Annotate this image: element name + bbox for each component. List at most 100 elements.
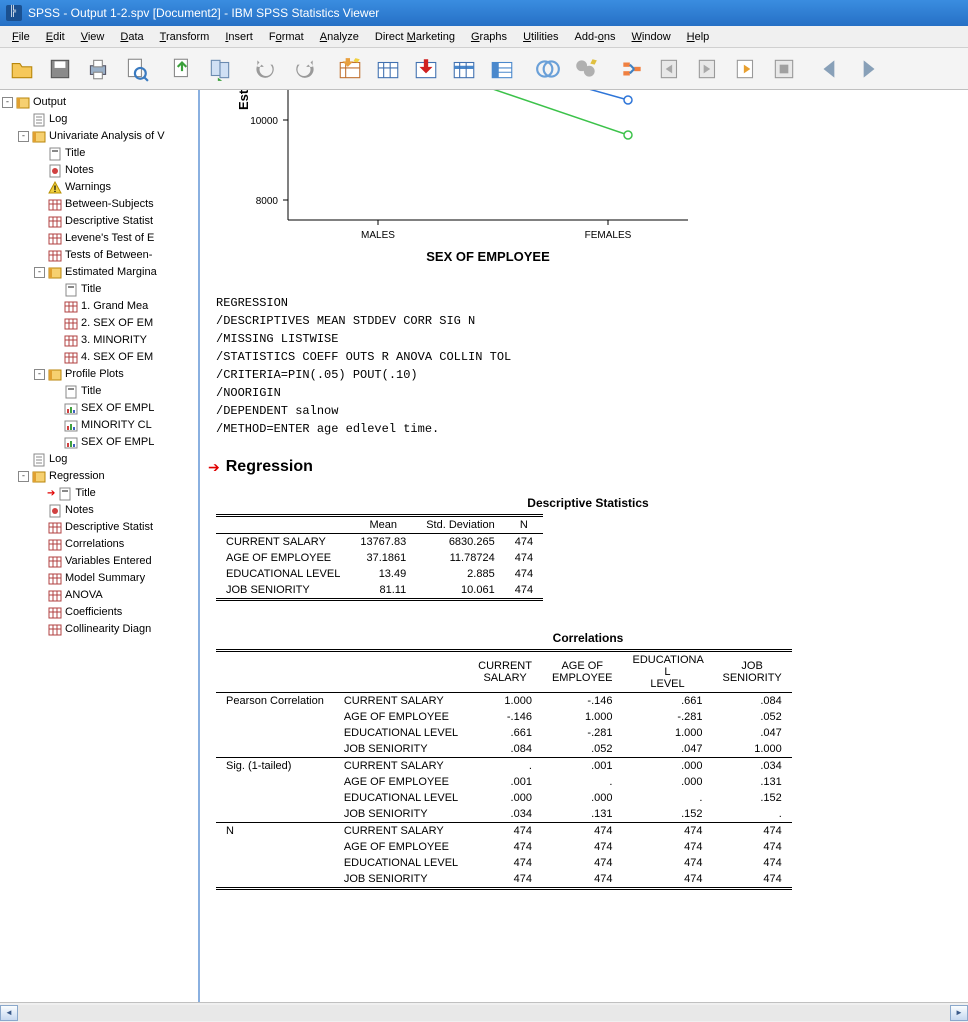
demote-button[interactable] [690, 51, 726, 87]
tree-item[interactable]: -Profile Plots [2, 366, 198, 383]
tree-item[interactable]: Log [2, 111, 198, 128]
notes-icon [48, 504, 62, 518]
syntax-line: /METHOD=ENTER age edlevel time. [216, 420, 960, 438]
tree-item[interactable]: Descriptive Statist [2, 213, 198, 230]
associate-button[interactable] [614, 51, 650, 87]
save-button[interactable] [42, 51, 78, 87]
outline-pane[interactable]: -OutputLog-Univariate Analysis of VTitle… [0, 90, 200, 1002]
run-button[interactable] [728, 51, 764, 87]
back-button[interactable] [812, 51, 848, 87]
tree-item[interactable]: Title [2, 145, 198, 162]
redo-button[interactable] [286, 51, 322, 87]
tree-item[interactable]: SEX OF EMPL [2, 434, 198, 451]
tree-item[interactable]: SEX OF EMPL [2, 400, 198, 417]
title-icon [58, 487, 72, 501]
menu-nsert[interactable]: Insert [217, 28, 261, 46]
tree-item[interactable]: Coefficients [2, 604, 198, 621]
descriptive-statistics-table[interactable]: Descriptive Statistics MeanStd. Deviatio… [216, 496, 960, 601]
menu-ransform[interactable]: Transform [152, 28, 218, 46]
print-button[interactable] [80, 51, 116, 87]
menu-nalyze[interactable]: Analyze [312, 28, 367, 46]
tree-item[interactable]: !Warnings [2, 179, 198, 196]
table-icon [64, 334, 78, 348]
tree-item[interactable]: -Univariate Analysis of V [2, 128, 198, 145]
table-icon [48, 198, 62, 212]
tree-item-label: Log [49, 451, 67, 468]
tree-item-label: Collinearity Diagn [65, 621, 151, 638]
menu-ata[interactable]: Data [112, 28, 151, 46]
recall-dialog-button[interactable] [202, 51, 238, 87]
stop-button[interactable] [766, 51, 802, 87]
tree-expander-icon[interactable]: - [2, 97, 13, 108]
tree-item-label: Title [65, 145, 85, 162]
table-icon [64, 300, 78, 314]
profile-plot-chart[interactable]: Est 100008000 MALES FEMALES SEX OF EMPLO… [228, 90, 748, 264]
menu-add[interactable]: Add-ons [567, 28, 624, 46]
forward-button[interactable] [850, 51, 886, 87]
table-icon [48, 215, 62, 229]
tree-item[interactable]: 2. SEX OF EM [2, 315, 198, 332]
tree-item[interactable]: Between-Subjects [2, 196, 198, 213]
select-cases-button[interactable] [408, 51, 444, 87]
tree-item[interactable]: ANOVA [2, 587, 198, 604]
tree-item[interactable]: Log [2, 451, 198, 468]
tree-item[interactable]: Model Summary [2, 570, 198, 587]
tree-item[interactable]: 1. Grand Mea [2, 298, 198, 315]
scroll-right-button[interactable]: ► [950, 1005, 968, 1021]
tree-item-label: Descriptive Statist [65, 519, 153, 536]
correlations-table[interactable]: Correlations CURRENTSALARYAGE OFEMPLOYEE… [216, 631, 960, 890]
tree-item[interactable]: MINORITY CL [2, 417, 198, 434]
warn-icon: ! [48, 181, 62, 195]
insert-cases-button[interactable] [446, 51, 482, 87]
tree-expander-icon[interactable]: - [34, 267, 45, 278]
tree-item[interactable]: -Regression [2, 468, 198, 485]
tree-item[interactable]: Descriptive Statist [2, 519, 198, 536]
export-button[interactable] [164, 51, 200, 87]
menu-f[interactable]: Format [261, 28, 312, 46]
tree-item[interactable]: Correlations [2, 536, 198, 553]
tree-item[interactable]: Notes [2, 502, 198, 519]
tree-item[interactable]: Collinearity Diagn [2, 621, 198, 638]
tree-item[interactable]: Title [2, 281, 198, 298]
tree-expander-icon[interactable]: - [18, 131, 29, 142]
undo-button[interactable] [248, 51, 284, 87]
promote-button[interactable] [652, 51, 688, 87]
tree-item[interactable]: Title [2, 383, 198, 400]
go-to-data-button[interactable] [332, 51, 368, 87]
tree-item[interactable]: Notes [2, 162, 198, 179]
menu-dit[interactable]: Edit [38, 28, 73, 46]
open-button[interactable] [4, 51, 40, 87]
syntax-block[interactable]: REGRESSION /DESCRIPTIVES MEAN STDDEV COR… [216, 294, 960, 438]
tree-item-label: Notes [65, 502, 94, 519]
go-to-variable-button[interactable] [370, 51, 406, 87]
print-preview-button[interactable] [118, 51, 154, 87]
menu-raphs[interactable]: Graphs [463, 28, 515, 46]
tree-item[interactable]: -Estimated Margina [2, 264, 198, 281]
tree-item[interactable]: Variables Entered [2, 553, 198, 570]
scroll-left-button[interactable]: ◄ [0, 1005, 18, 1021]
app-icon [6, 5, 22, 21]
tree-item[interactable]: Levene's Test of E [2, 230, 198, 247]
menu-tilities[interactable]: Utilities [515, 28, 566, 46]
scroll-track[interactable] [18, 1005, 950, 1021]
menu-ile[interactable]: File [4, 28, 38, 46]
tree-item[interactable]: -Output [2, 94, 198, 111]
weight-cases-button[interactable] [484, 51, 520, 87]
horizontal-scrollbar[interactable]: ◄ ► [0, 1002, 968, 1022]
tree-expander-icon[interactable]: - [18, 471, 29, 482]
tree-item[interactable]: 3. MINORITY [2, 332, 198, 349]
designate-window-button[interactable] [568, 51, 604, 87]
output-viewer[interactable]: Est 100008000 MALES FEMALES SEX OF EMPLO… [200, 90, 968, 1002]
tree-item[interactable]: 4. SEX OF EM [2, 349, 198, 366]
chart-icon [64, 402, 78, 416]
menu-indow[interactable]: Window [624, 28, 679, 46]
tree-item[interactable]: ➔Title [2, 485, 198, 502]
select-last-output-button[interactable] [530, 51, 566, 87]
tree-item-label: Between-Subjects [65, 196, 154, 213]
table-icon [48, 538, 62, 552]
menu-iew[interactable]: View [73, 28, 113, 46]
menu-direct[interactable]: Direct Marketing [367, 28, 463, 46]
menu-elp[interactable]: Help [679, 28, 718, 46]
tree-expander-icon[interactable]: - [34, 369, 45, 380]
tree-item[interactable]: Tests of Between- [2, 247, 198, 264]
